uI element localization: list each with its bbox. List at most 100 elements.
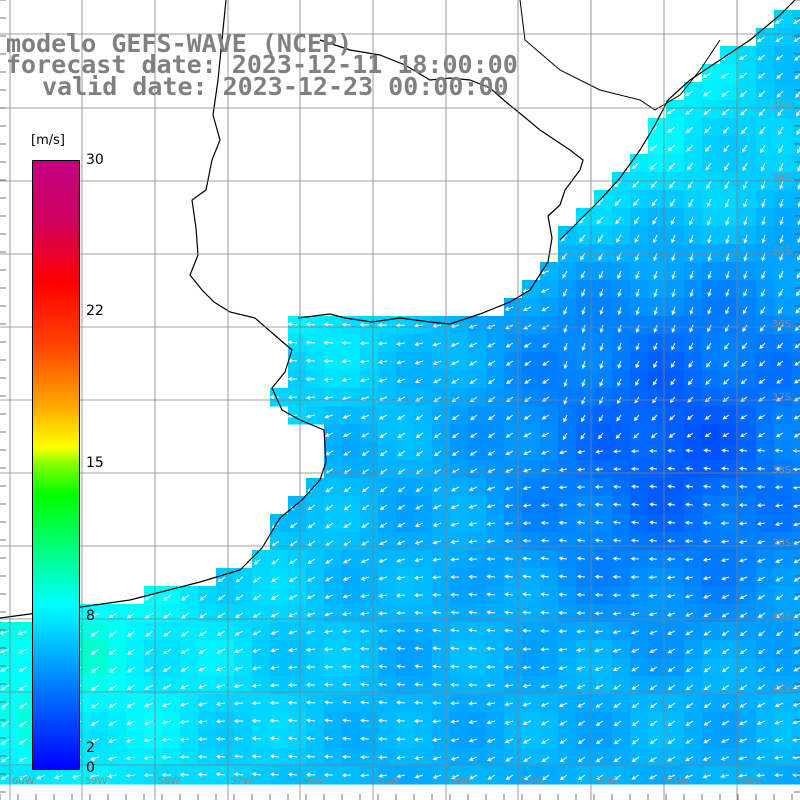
wind-arrow	[342, 611, 352, 617]
wind-speed-cell	[162, 730, 181, 749]
wind-arrow	[252, 648, 262, 653]
wind-speed-cell	[90, 748, 109, 767]
wind-speed-cell	[612, 568, 631, 587]
wind-arrow	[540, 592, 550, 597]
wind-speed-cell	[486, 622, 505, 641]
wind-arrow	[396, 628, 406, 633]
wind-arrow	[617, 342, 622, 351]
wind-arrow	[108, 612, 118, 619]
wind-speed-cell	[738, 406, 757, 425]
wind-arrow	[395, 718, 406, 723]
wind-arrow	[594, 611, 604, 616]
wind-arrow	[617, 324, 622, 333]
wind-speed-cell	[774, 496, 793, 515]
wind-speed-cell	[720, 442, 739, 461]
wind-arrow	[251, 754, 262, 759]
wind-speed-cell	[216, 730, 235, 749]
wind-speed-cell	[342, 766, 361, 785]
wind-speed-cell	[396, 766, 415, 785]
wind-speed-cell	[486, 352, 505, 371]
wind-speed-cell	[738, 640, 757, 659]
wind-arrow	[563, 342, 568, 352]
wind-arrow	[324, 414, 334, 419]
wind-speed-cell	[306, 676, 325, 695]
wind-arrow	[581, 414, 586, 423]
wind-speed-cell	[540, 316, 559, 335]
wind-arrow	[450, 522, 460, 527]
wind-speed-cell	[648, 658, 667, 677]
wind-speed-cell	[342, 748, 361, 767]
wind-arrow	[759, 126, 766, 135]
wind-arrow	[758, 378, 766, 384]
wind-speed-cell	[18, 766, 37, 785]
wind-arrow	[594, 538, 604, 543]
wind-arrow	[522, 574, 532, 579]
wind-speed-cell	[684, 460, 703, 479]
wind-speed-cell	[774, 658, 793, 677]
wind-speed-cell	[378, 514, 397, 533]
wind-speed-cell	[234, 712, 253, 731]
wind-speed-cell	[522, 280, 541, 299]
wind-arrow	[342, 414, 352, 419]
wind-arrow	[724, 180, 730, 190]
wind-arrow	[685, 702, 694, 709]
wind-arrow	[413, 575, 424, 580]
wind-arrow	[487, 414, 496, 421]
wind-arrow	[522, 720, 532, 725]
wind-speed-cell	[396, 514, 415, 533]
wind-arrow	[796, 271, 800, 279]
wind-arrow	[234, 630, 244, 636]
wind-speed-cell	[108, 604, 127, 623]
wind-arrow	[724, 342, 730, 350]
wind-speed-cell	[522, 424, 541, 443]
wind-speed-cell	[162, 604, 181, 623]
wind-arrow	[540, 647, 550, 652]
wind-arrow	[576, 666, 586, 671]
wind-speed-cell	[432, 406, 451, 425]
wind-speed-cell	[360, 604, 379, 623]
wind-arrow	[667, 666, 676, 672]
wind-speed-cell	[270, 622, 289, 641]
wind-speed-cell	[648, 586, 667, 605]
wind-arrow	[706, 198, 712, 208]
wind-speed-cell	[522, 766, 541, 785]
latitude-label: 41S	[772, 684, 792, 695]
wind-arrow	[396, 664, 406, 669]
wind-arrow	[631, 702, 640, 709]
wind-arrow	[487, 378, 496, 385]
wind-arrow	[756, 720, 766, 725]
wind-speed-cell	[612, 442, 631, 461]
wind-arrow	[233, 666, 244, 671]
wind-speed-cell	[198, 766, 217, 785]
wind-speed-cell	[378, 658, 397, 677]
wind-speed-cell	[216, 622, 235, 641]
wind-arrow	[108, 648, 118, 655]
wind-speed-cell	[576, 496, 595, 515]
wind-arrow	[703, 630, 712, 636]
wind-speed-cell	[792, 424, 800, 443]
wind-arrow	[377, 718, 388, 723]
wind-arrow	[343, 540, 352, 546]
wind-arrow	[127, 666, 136, 673]
wind-arrow	[779, 162, 784, 172]
wind-speed-cell	[702, 460, 721, 479]
wind-arrow	[774, 738, 784, 743]
wind-arrow	[486, 574, 496, 579]
wind-speed-cell	[288, 622, 307, 641]
wind-arrow	[612, 611, 622, 616]
wind-arrow	[725, 288, 730, 297]
wind-speed-cell	[306, 730, 325, 749]
wind-speed-cell	[342, 730, 361, 749]
wind-arrow	[666, 538, 676, 543]
wind-speed-cell	[396, 694, 415, 713]
wind-arrow	[414, 682, 424, 687]
wind-arrow	[342, 700, 352, 705]
wind-speed-cell	[558, 658, 577, 677]
wind-speed-cell	[630, 478, 649, 497]
wind-speed-cell	[378, 352, 397, 371]
wind-arrow	[522, 702, 532, 707]
wind-speed-cell	[324, 622, 343, 641]
wind-speed-cell	[756, 568, 775, 587]
wind-speed-cell	[324, 640, 343, 659]
wind-arrow	[669, 180, 676, 189]
